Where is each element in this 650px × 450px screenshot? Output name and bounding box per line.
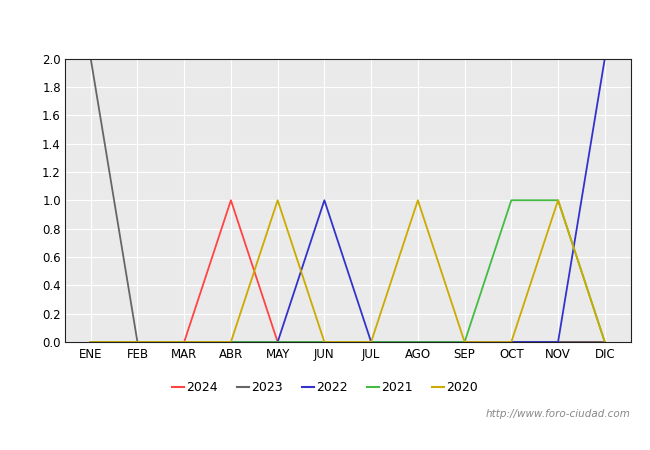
- Text: Matriculaciones de Vehiculos en Gaibiel: Matriculaciones de Vehiculos en Gaibiel: [166, 13, 484, 28]
- Text: http://www.foro-ciudad.com: http://www.foro-ciudad.com: [486, 409, 630, 419]
- Text: 2022: 2022: [317, 381, 348, 394]
- Text: 2023: 2023: [252, 381, 283, 394]
- Text: 2024: 2024: [187, 381, 218, 394]
- Text: 2021: 2021: [382, 381, 413, 394]
- Text: 2020: 2020: [447, 381, 478, 394]
